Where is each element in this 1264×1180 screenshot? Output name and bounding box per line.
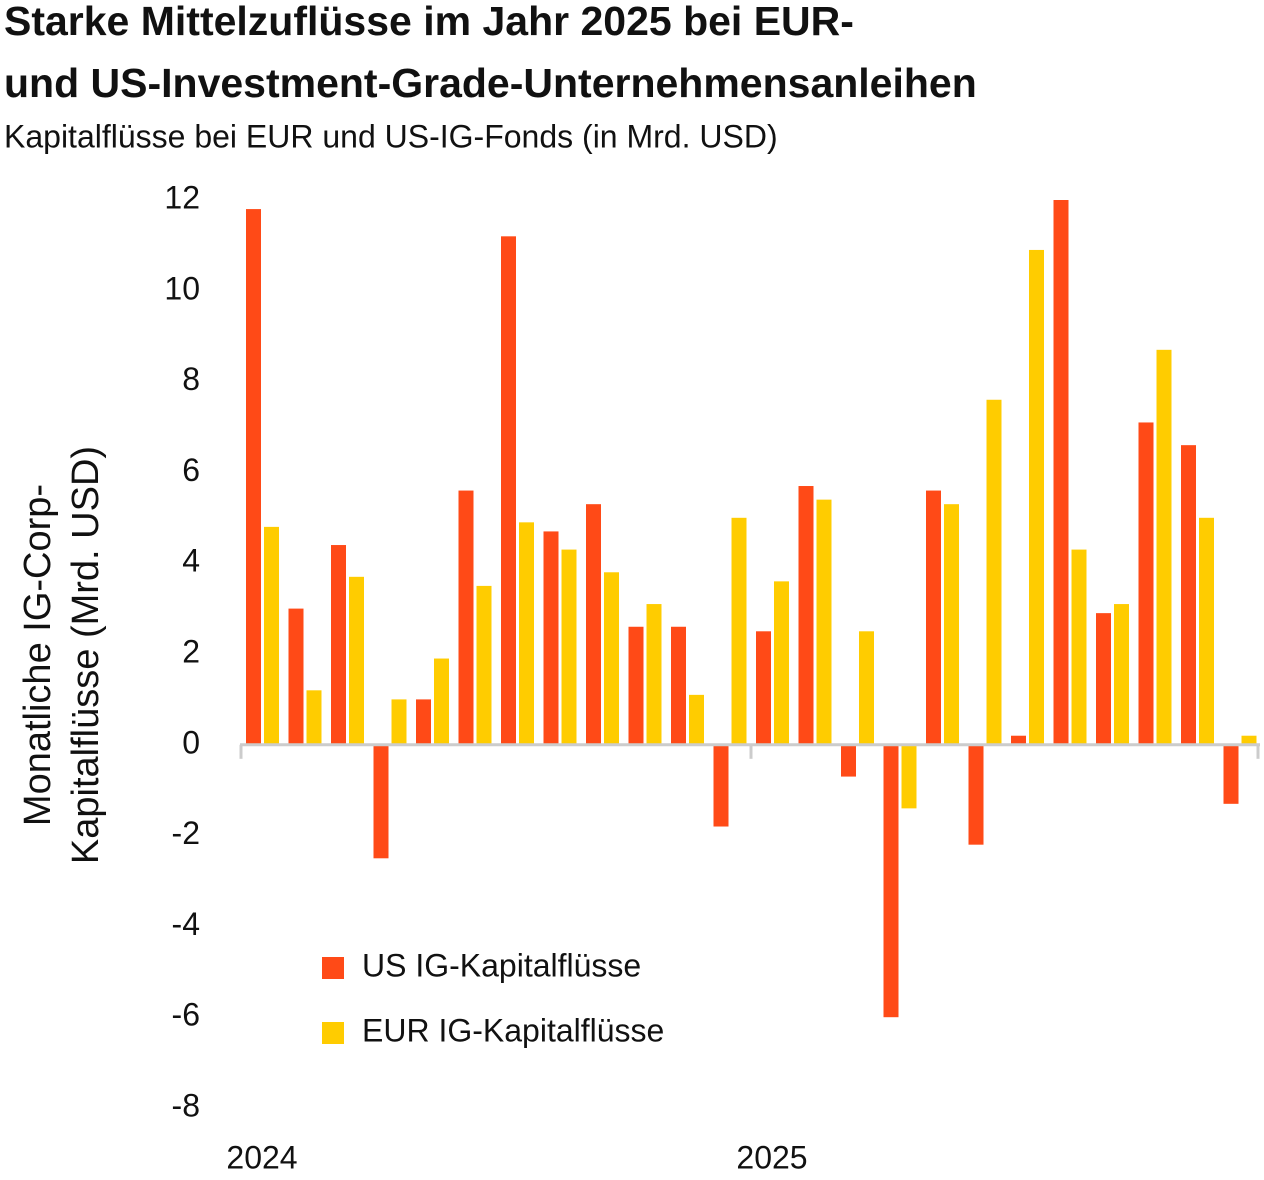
y-axis-label: Kapitalflüsse (Mrd. USD): [65, 446, 107, 864]
y-tick-label: -4: [172, 906, 200, 942]
bar: [713, 744, 729, 827]
bar: [774, 581, 789, 745]
bar: [416, 699, 431, 745]
bar: [501, 236, 516, 745]
bar: [391, 699, 407, 745]
chart-subtitle: Kapitalflüsse bei EUR und US-IG-Fonds (i…: [4, 118, 778, 154]
bar: [306, 690, 322, 745]
bar: [458, 490, 474, 745]
bar: [731, 517, 747, 745]
bar: [926, 490, 941, 745]
bar: [1096, 613, 1111, 745]
y-tick-label: -6: [172, 997, 200, 1033]
bar: [798, 486, 814, 745]
bar: [331, 545, 346, 745]
chart-title: Starke Mittelzuflüsse im Jahr 2025 bei E…: [4, 0, 854, 44]
legend-swatch: [322, 957, 344, 979]
y-tick-label: 6: [182, 452, 200, 488]
y-tick-label: -2: [172, 815, 200, 851]
bar: [264, 526, 279, 745]
bar: [1199, 517, 1214, 745]
x-tick-label: 2024: [226, 1139, 297, 1175]
y-axis-label: Monatliche IG-Corp-: [17, 484, 59, 826]
bar: [349, 576, 364, 745]
chart-title: und US-Investment-Grade-Unternehmensanle…: [4, 60, 977, 106]
bar: [841, 744, 856, 777]
bar: [604, 572, 619, 745]
legend-label: EUR IG-Kapitalflüsse: [362, 1012, 664, 1048]
x-tick-label: 2025: [736, 1139, 807, 1175]
bar: [1114, 604, 1129, 745]
bar: [816, 499, 832, 745]
bar: [628, 626, 644, 745]
bar: [1181, 445, 1196, 745]
bar: [689, 694, 704, 745]
y-tick-label: 8: [182, 361, 200, 397]
y-tick-label: 10: [164, 270, 200, 306]
bar: [1071, 549, 1087, 745]
bar: [561, 549, 577, 745]
y-tick-label: 4: [182, 543, 200, 579]
bar: [901, 744, 917, 809]
bar: [883, 744, 899, 1018]
bar: [1011, 735, 1026, 745]
bar: [944, 504, 959, 745]
bar: [859, 631, 874, 745]
bar: [476, 585, 492, 745]
bar: [1223, 744, 1239, 804]
bar: [1241, 735, 1257, 745]
bar: [586, 504, 601, 745]
y-tick-label: 0: [182, 724, 200, 760]
bar: [1053, 200, 1069, 745]
bar: [434, 658, 449, 745]
bar: [646, 604, 662, 745]
bar: [1029, 249, 1044, 745]
bar: [246, 209, 261, 745]
bar: [543, 531, 559, 745]
legend-label: US IG-Kapitalflüsse: [362, 947, 641, 983]
bar: [671, 626, 686, 745]
y-tick-label: 12: [164, 179, 200, 215]
bar: [968, 744, 984, 845]
y-tick-label: 2: [182, 633, 200, 669]
bar: [1138, 422, 1154, 745]
y-tick-label: -8: [172, 1087, 200, 1123]
bar: [986, 399, 1002, 745]
bar: [519, 522, 534, 745]
bar: [756, 631, 771, 745]
bar: [1156, 349, 1172, 745]
bar: [373, 744, 389, 859]
legend-swatch: [322, 1022, 344, 1044]
bar: [288, 608, 304, 745]
